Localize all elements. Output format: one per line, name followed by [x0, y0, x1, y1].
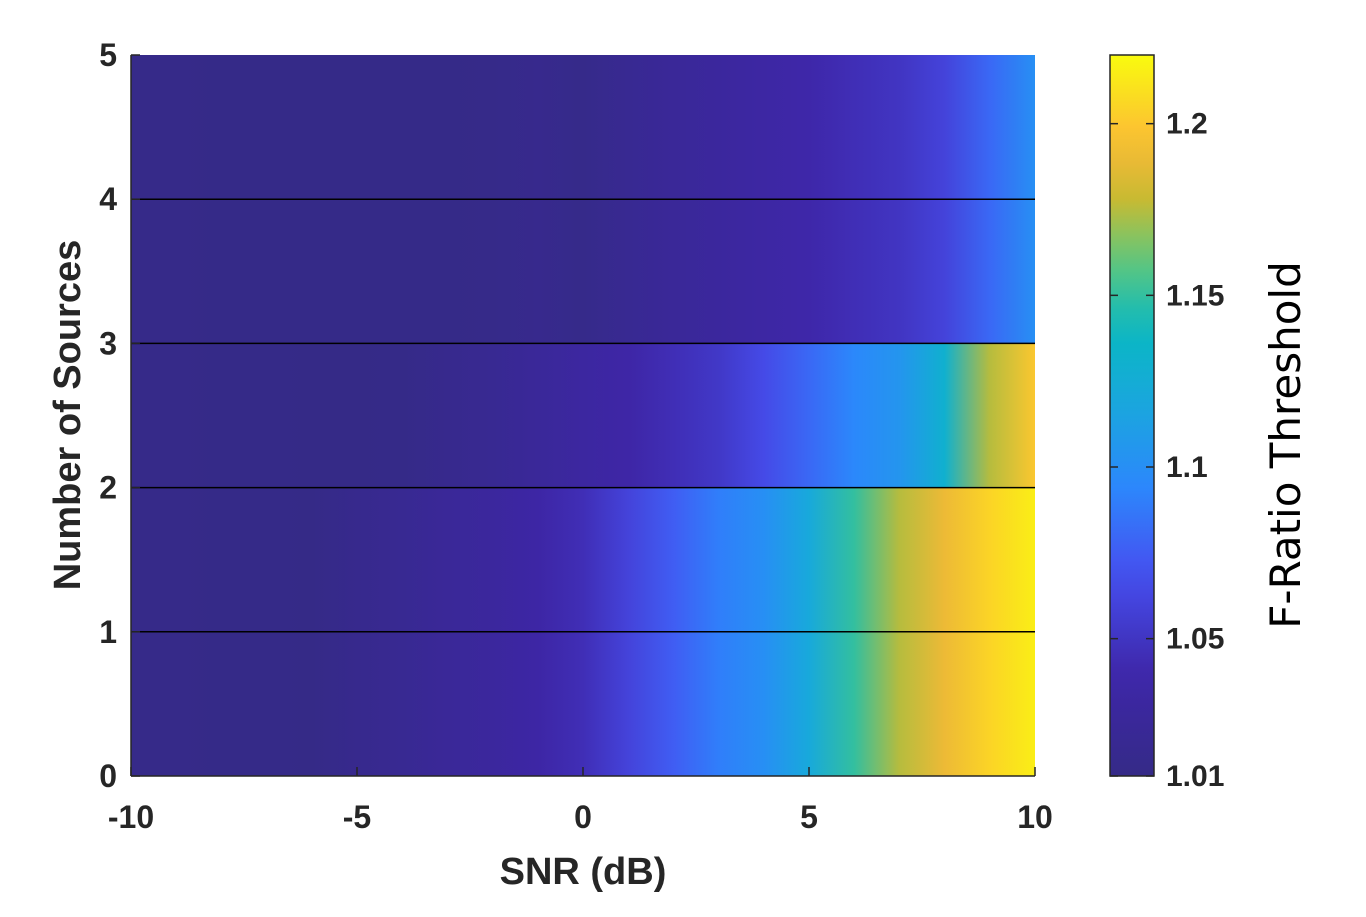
y-tick-label: 1	[99, 614, 117, 650]
colorbar-label: F-Ratio Threshold	[1261, 261, 1310, 628]
y-tick-label: 3	[99, 325, 117, 361]
x-tick-label: 5	[800, 799, 818, 835]
y-tick-label: 5	[99, 37, 117, 73]
y-tick-label: 2	[99, 470, 117, 506]
colorbar-ticks: 1.01 1.05 1.1 1.15 1.2	[1110, 108, 1224, 793]
colorbar	[1109, 54, 1155, 777]
x-tick-label: -5	[343, 799, 371, 835]
x-tick-label: 0	[574, 799, 592, 835]
x-tick-label: 10	[1017, 799, 1053, 835]
colorbar-tick-label: 1.2	[1166, 108, 1208, 141]
y-axis-ticks: 0 1 2 3 4 5	[99, 37, 140, 794]
plot-area	[131, 55, 1035, 776]
y-tick-label: 4	[99, 181, 117, 217]
x-axis-ticks: -10 -5 0 5 10	[108, 767, 1053, 835]
colorbar-tick-label: 1.15	[1166, 279, 1224, 312]
x-axis-label: SNR (dB)	[500, 851, 667, 893]
y-tick-label: 0	[99, 758, 117, 794]
y-axis-label: Number of Sources	[47, 240, 89, 591]
colorbar-tick-label: 1.1	[1166, 451, 1208, 484]
colorbar-tick-label: 1.05	[1166, 623, 1224, 656]
colorbar-tick-label: 1.01	[1166, 760, 1224, 793]
x-tick-label: -10	[108, 799, 154, 835]
colorbar-gradient	[1109, 54, 1155, 777]
heatmap-band-2-3	[131, 343, 1035, 488]
band-boundary-lines	[131, 198, 1035, 633]
